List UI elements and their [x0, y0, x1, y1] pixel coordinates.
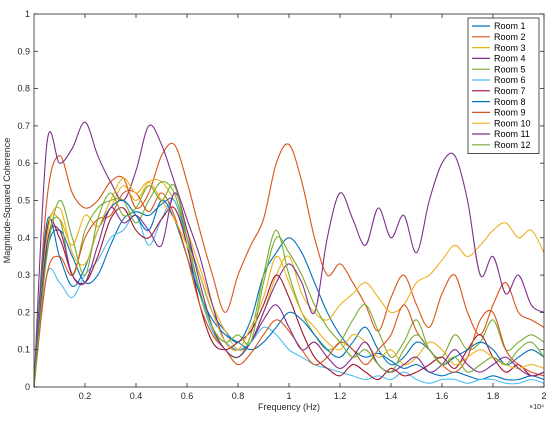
x-tick-label: 0.4 [130, 391, 143, 401]
series-line-room-5 [33, 181, 545, 388]
legend-label: Room 12 [494, 140, 531, 150]
x-tick-label: 1.2 [334, 391, 347, 401]
x-tick-label: 1.8 [487, 391, 500, 401]
series-line-room-6 [33, 199, 545, 388]
legend-label: Room 10 [494, 118, 531, 128]
y-axis-label: Magnitude-Squared Coherence [2, 138, 12, 264]
y-tick-label: 0 [25, 382, 30, 392]
series-line-room-3 [33, 178, 545, 388]
legend-label: Room 5 [494, 64, 526, 74]
x-axis-exponent: ×10⁴ [529, 404, 544, 411]
series-line-room-7 [33, 206, 545, 388]
x-tick-label: 1 [286, 391, 291, 401]
series-line-room-8 [33, 199, 545, 388]
y-tick-label: 0.4 [17, 233, 30, 243]
series-line-room-11 [33, 192, 545, 388]
series-layer [33, 121, 545, 388]
series-line-room-12 [33, 183, 545, 388]
legend-label: Room 7 [494, 86, 526, 96]
x-axis-ticks: 0.2 0.4 0.6 0.8 1 1.2 1.4 1.6 1.8 2 [79, 14, 547, 401]
legend-label: Room 3 [494, 43, 526, 53]
series-line-room-4 [33, 121, 545, 388]
legend-label: Room 8 [494, 97, 526, 107]
y-tick-label: 0.6 [17, 158, 30, 168]
x-tick-label: 2 [541, 391, 546, 401]
y-tick-label: 0.1 [17, 345, 30, 355]
legend-label: Room 11 [494, 129, 530, 139]
legend-label: Room 6 [494, 75, 526, 85]
y-axis-ticks: 0 0.1 0.2 0.3 0.4 0.5 0.6 0.7 0.8 0.9 1 [17, 9, 544, 392]
x-tick-label: 0.2 [79, 391, 92, 401]
y-tick-label: 0.2 [17, 307, 30, 317]
series-line-room-1 [33, 197, 545, 381]
y-tick-label: 0.7 [17, 121, 30, 131]
x-tick-label: 1.4 [385, 391, 398, 401]
series-line-room-9 [33, 189, 545, 388]
x-tick-label: 0.6 [181, 391, 194, 401]
legend-label: Room 1 [494, 21, 526, 31]
y-tick-label: 0.8 [17, 84, 30, 94]
y-tick-label: 0.5 [17, 196, 30, 206]
y-tick-label: 0.9 [17, 46, 30, 56]
legend-label: Room 2 [494, 32, 526, 42]
x-tick-label: 0.8 [232, 391, 245, 401]
series-line-room-2 [33, 142, 545, 388]
legend-label: Room 9 [494, 108, 526, 118]
y-tick-label: 0.3 [17, 270, 30, 280]
x-tick-label: 1.6 [436, 391, 449, 401]
legend-label: Room 4 [494, 54, 526, 64]
x-axis-label: Frequency (Hz) [258, 402, 320, 412]
y-tick-label: 1 [25, 9, 30, 19]
legend-box [467, 17, 540, 155]
